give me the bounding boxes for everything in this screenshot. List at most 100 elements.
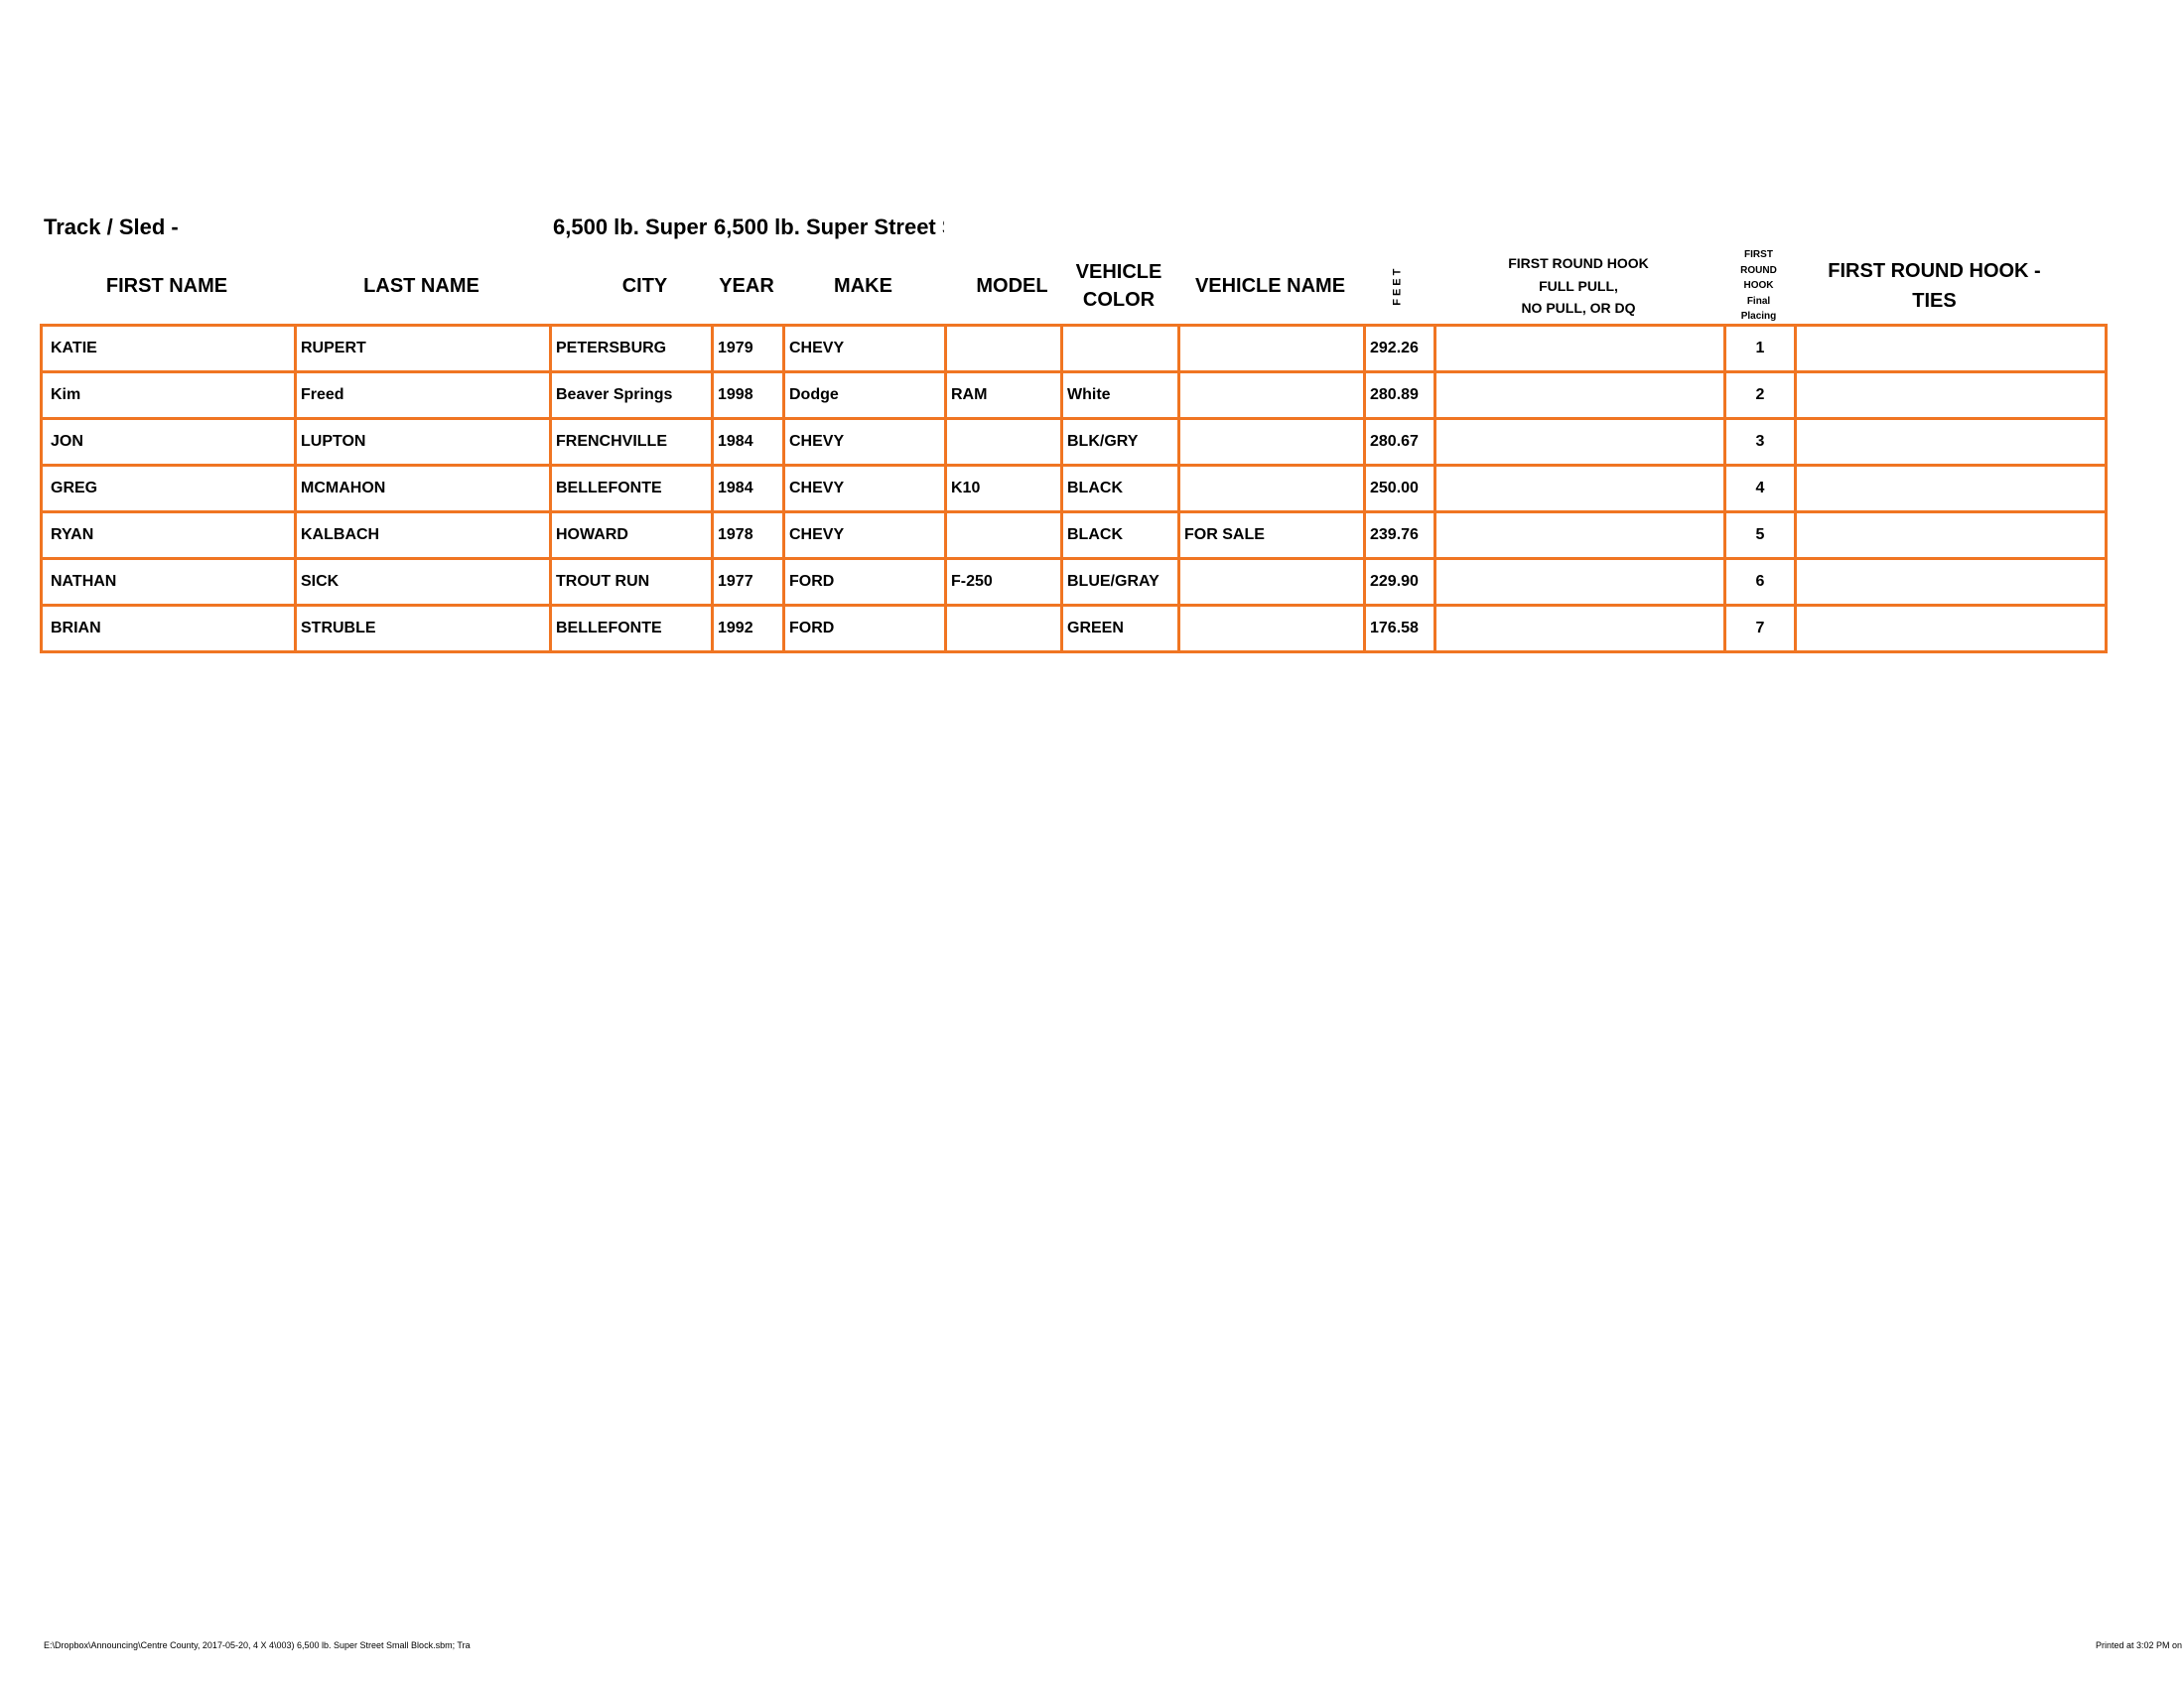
cell-year: 1984 [711,464,785,513]
header-placing-line1: FIRST [1744,249,1773,261]
cell-city: PETERSBURG [549,324,714,373]
cell-first: BRIAN [40,604,297,653]
cell-model [944,604,1063,653]
cell-vname [1177,557,1366,607]
cell-make: FORD [782,557,947,607]
cell-vname [1177,464,1366,513]
cell-vname [1177,604,1366,653]
table-row: KATIE RUPERT PETERSBURG 1979 CHEVY 292.26 1 [40,324,2108,373]
cell-city: BELLEFONTE [549,604,714,653]
table-row: JON LUPTON FRENCHVILLE 1984 CHEVY BLK/GRY 280.… [40,417,2108,467]
cell-result [1433,464,1726,513]
header-ties-line1: FIRST ROUND HOOK - [1828,260,2041,282]
cell-last: MCMAHON [294,464,552,513]
cell-ties [1794,557,2108,607]
cell-model: K10 [944,464,1063,513]
cell-result [1433,417,1726,467]
header-model: MODEL [976,275,1048,297]
cell-make: FORD [782,604,947,653]
cell-feet: 229.90 [1363,557,1436,607]
table-row: BRIAN STRUBLE BELLEFONTE 1992 FORD GREEN 176.5… [40,604,2108,653]
header-hook-result-line1: FIRST ROUND HOOK [1508,255,1649,272]
cell-last: STRUBLE [294,604,552,653]
cell-first: NATHAN [40,557,297,607]
cell-last: Freed [294,370,552,420]
cell-city: HOWARD [549,510,714,560]
header-ties-line2: TIES [1912,290,1957,312]
table-row: NATHAN SICK TROUT RUN 1977 FORD F-250 BLUE/GRA… [40,557,2108,607]
cell-city: Beaver Springs [549,370,714,420]
header-placing-line4: Final [1746,295,1771,307]
cell-model [944,417,1063,467]
cell-first: RYAN [40,510,297,560]
cell-make: CHEVY [782,464,947,513]
cell-first: Kim [40,370,297,420]
cell-result [1433,557,1726,607]
cell-make: CHEVY [782,417,947,467]
table-row: GREG MCMAHON BELLEFONTE 1984 CHEVY K10 BLACK 25… [40,464,2108,513]
cell-ties [1794,604,2108,653]
cell-city: FRENCHVILLE [549,417,714,467]
table-row: RYAN KALBACH HOWARD 1978 CHEVY BLACK FOR SALE 2… [40,510,2108,560]
cell-first: GREG [40,464,297,513]
cell-ties [1794,324,2108,373]
cell-year: 1978 [711,510,785,560]
class-title: 6,500 lb. Super Street Small Block [714,214,944,239]
header-hook-result: FIRST ROUND HOOK FULL PULL, NO PULL, OR … [1433,248,1723,324]
cell-vname [1177,370,1366,420]
cell-ties [1794,464,2108,513]
cell-color: BLUE/GRAY [1060,557,1180,607]
cell-ties [1794,370,2108,420]
cell-ties [1794,510,2108,560]
header-last-name: LAST NAME [363,275,479,297]
cell-place: 6 [1723,557,1797,607]
cell-model [944,324,1063,373]
header-hook-result-line3: NO PULL, OR DQ [1521,300,1636,317]
cell-color: BLACK [1060,510,1180,560]
cell-year: 1977 [711,557,785,607]
cell-feet: 280.67 [1363,417,1436,467]
header-make: MAKE [834,275,892,297]
header-year: YEAR [719,275,774,297]
cell-make: CHEVY [782,510,947,560]
cell-color: BLACK [1060,464,1180,513]
file-path: E:\Dropbox\Announcing\Centre County, 201… [44,1640,471,1650]
header-vehicle-name: VEHICLE NAME [1194,275,1346,297]
cell-place: 3 [1723,417,1797,467]
cell-feet: 280.89 [1363,370,1436,420]
cell-feet: 176.58 [1363,604,1436,653]
cell-make: Dodge [782,370,947,420]
cell-place: 2 [1723,370,1797,420]
cell-last: RUPERT [294,324,552,373]
cell-color: BLK/GRY [1060,417,1180,467]
header-feet: FEET [1363,248,1433,324]
cell-vname [1177,417,1366,467]
cell-city: BELLEFONTE [549,464,714,513]
cell-result [1433,370,1726,420]
cell-ties [1794,417,2108,467]
cell-last: SICK [294,557,552,607]
cell-place: 5 [1723,510,1797,560]
header-vehicle-color-line1: VEHICLE [1075,261,1162,283]
cell-feet: 292.26 [1363,324,1436,373]
header-placing-line3: HOOK [1743,280,1774,292]
header-ties: FIRST ROUND HOOK - TIES [1794,248,2105,324]
cell-model: F-250 [944,557,1063,607]
cell-year: 1984 [711,417,785,467]
cell-vname: FOR SALE [1177,510,1366,560]
cell-result [1433,510,1726,560]
cell-city: TROUT RUN [549,557,714,607]
cell-year: 1992 [711,604,785,653]
track-sled-label: Track / Sled - [44,214,179,239]
cell-first: JON [40,417,297,467]
cell-result [1433,604,1726,653]
cell-year: 1998 [711,370,785,420]
header-city: CITY [621,275,668,297]
class-title-clipped: 6,500 lb. Super Street Small Block [553,214,714,239]
cell-place: 4 [1723,464,1797,513]
cell-first: KATIE [40,324,297,373]
results-table: KATIE RUPERT PETERSBURG 1979 CHEVY 292.26 1 Kim… [40,324,2108,653]
cell-vname [1177,324,1366,373]
header-vehicle-color: VEHICLE COLOR [1060,248,1177,324]
header-first-name: FIRST NAME [105,275,228,297]
